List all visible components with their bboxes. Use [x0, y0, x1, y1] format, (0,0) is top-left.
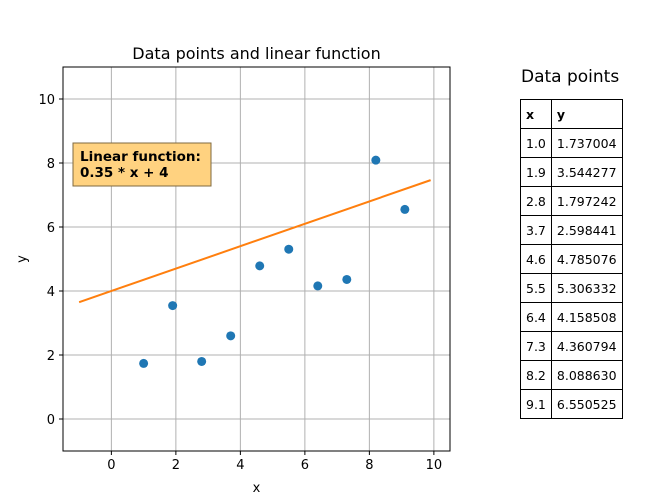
x-tick-label: 6 [301, 458, 309, 473]
table-cell-x: 9.1 [520, 389, 552, 419]
table-title: Data points [521, 67, 620, 87]
plot-frame [62, 66, 451, 452]
annotation-line-1: Linear function: [80, 149, 201, 165]
table-cell-y: 4.360794 [550, 331, 623, 361]
y-tick-label: 10 [38, 93, 55, 108]
fit-line [78, 179, 431, 304]
axis-ticks: 0 2 4 6 8 10 0 2 4 6 8 10 [38, 93, 442, 473]
table-cell-x: 5.5 [520, 273, 552, 303]
linear-function-line [78, 179, 431, 304]
table-cell-x: 2.8 [520, 186, 552, 216]
table-cell-y: 1.797242 [550, 186, 623, 216]
table-header-row: x y [520, 99, 623, 129]
data-point [139, 358, 149, 368]
data-point [197, 356, 207, 366]
table-cell-x: 1.0 [520, 128, 552, 158]
table-cell-y: 6.550525 [550, 389, 623, 419]
x-tick-label: 10 [426, 458, 443, 473]
table-row: 1.9 3.544277 [520, 157, 623, 187]
data-point [313, 281, 323, 291]
y-axis-label: y [15, 255, 30, 263]
table-cell-x: 8.2 [520, 360, 552, 390]
x-axis-label: x [253, 481, 261, 496]
table-row: 1.0 1.737004 [520, 128, 623, 158]
table-cell-y: 4.785076 [550, 244, 623, 274]
grid [63, 67, 450, 451]
table-row: 6.4 4.158508 [520, 302, 623, 332]
data-point [342, 274, 352, 284]
annotation-line-2: 0.35 * x + 4 [80, 165, 169, 181]
table-cell-y: 1.737004 [550, 128, 623, 158]
data-point [168, 301, 178, 311]
data-point [226, 331, 236, 341]
x-tick-label: 2 [172, 458, 180, 473]
y-tick-label: 4 [47, 285, 55, 300]
table-cell-x: 7.3 [520, 331, 552, 361]
table-row: 8.2 8.088630 [520, 360, 623, 390]
table-row: 3.7 2.598441 [520, 215, 623, 245]
table-row: 2.8 1.797242 [520, 186, 623, 216]
table-cell-y: 3.544277 [550, 157, 623, 187]
chart-title: Data points and linear function [132, 44, 380, 63]
table-row: 5.5 5.306332 [520, 273, 623, 303]
y-tick-label: 6 [47, 221, 55, 236]
table-row: 7.3 4.360794 [520, 331, 623, 361]
y-tick-label: 2 [47, 349, 55, 364]
annotation-box: Linear function: 0.35 * x + 4 [72, 142, 212, 187]
x-tick-label: 8 [365, 458, 373, 473]
table-cell-y: 2.598441 [550, 215, 623, 245]
x-tick-label: 4 [236, 458, 244, 473]
data-points [139, 155, 410, 368]
y-tick-label: 0 [47, 413, 55, 428]
table-header-x: x [520, 99, 552, 129]
y-tick-label: 8 [47, 157, 55, 172]
data-point [255, 261, 265, 271]
table-cell-y: 5.306332 [550, 273, 623, 303]
table-cell-x: 4.6 [520, 244, 552, 274]
x-tick-label: 0 [107, 458, 115, 473]
table-cell-x: 1.9 [520, 157, 552, 187]
data-point [284, 244, 294, 254]
data-point [400, 204, 410, 214]
table-header-y: y [550, 99, 623, 129]
table-row: 4.6 4.785076 [520, 244, 623, 274]
table-cell-y: 4.158508 [550, 302, 623, 332]
table-cell-x: 3.7 [520, 215, 552, 245]
data-point [371, 155, 381, 165]
table-row: 9.1 6.550525 [520, 389, 623, 419]
table-cell-y: 8.088630 [550, 360, 623, 390]
table-cell-x: 6.4 [520, 302, 552, 332]
data-points-table: x y 1.0 1.737004 1.9 3.544277 2.8 1.797242 3.7… [520, 99, 623, 419]
